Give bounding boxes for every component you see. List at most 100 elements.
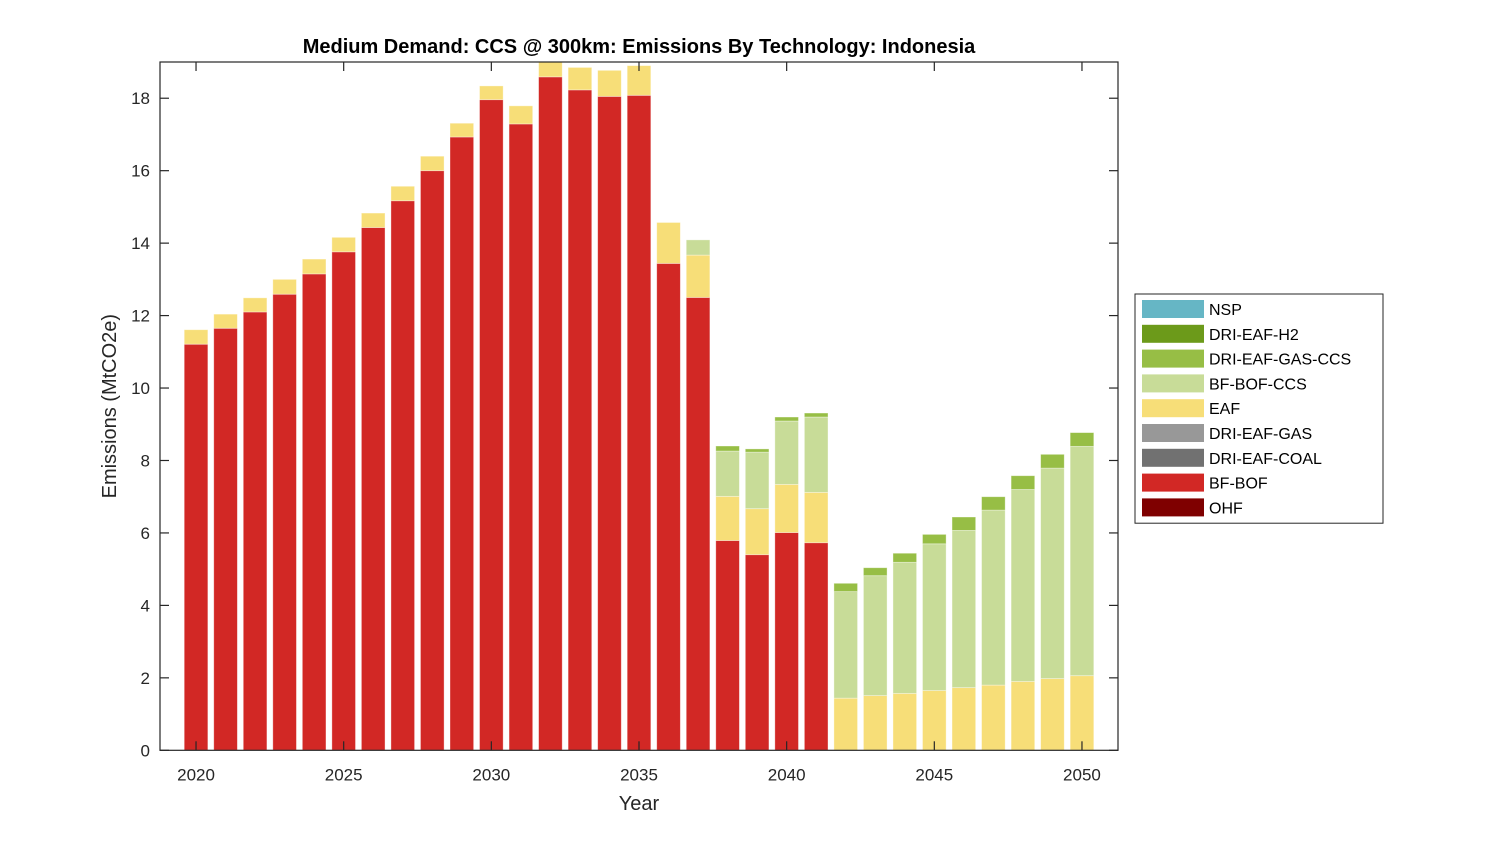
bar-eaf-2039: [744, 508, 770, 556]
bar-eaf-2027: [390, 185, 415, 202]
bar-bf-bof-2037: [685, 297, 711, 751]
bar-bf-bof-2035: [626, 94, 652, 751]
bar-bf-bof-2041: [803, 542, 829, 751]
legend-swatch-eaf: [1142, 399, 1204, 418]
y-tick-label: 10: [131, 379, 150, 398]
bar-eaf-2044: [892, 693, 917, 751]
legend-label-nsp: NSP: [1209, 302, 1242, 319]
bar-bf-bof-2024: [301, 273, 327, 751]
bar-eaf-2047: [981, 684, 1006, 751]
bar-bf-bof-2036: [656, 263, 681, 751]
legend-label-dri-eaf-coal: DRI-EAF-COAL: [1209, 451, 1322, 468]
chart-title: Medium Demand: CCS @ 300km: Emissions By…: [303, 36, 976, 58]
bar-bf-bof-2027: [390, 200, 415, 751]
bar-dri-eaf-gas-ccs-2038: [715, 445, 740, 452]
bar-dri-eaf-gas-ccs-2042: [833, 582, 858, 593]
bar-bf-bof-2029: [449, 136, 475, 751]
bar-bf-bof-ccs-2050: [1069, 445, 1095, 677]
x-tick-label: 2030: [472, 765, 510, 784]
legend-swatch-dri-eaf-coal: [1142, 448, 1204, 467]
bar-bf-bof-ccs-2039: [744, 451, 770, 510]
x-tick-label: 2020: [177, 765, 215, 784]
y-tick-label: 12: [131, 307, 150, 326]
x-axis-label: Year: [619, 793, 660, 815]
bar-bf-bof-ccs-2043: [863, 575, 888, 697]
bar-bf-bof-ccs-2037: [685, 239, 711, 256]
x-tick-label: 2035: [620, 765, 658, 784]
bar-bf-bof-2038: [715, 540, 740, 751]
bar-bf-bof-2030: [479, 99, 504, 751]
x-tick-label: 2045: [915, 765, 953, 784]
legend-swatch-ohf: [1142, 498, 1204, 517]
bar-eaf-2038: [715, 495, 740, 541]
bar-eaf-2046: [951, 687, 977, 751]
bar-dri-eaf-gas-ccs-2041: [803, 412, 829, 418]
bar-bf-bof-2023: [272, 293, 297, 751]
bar-eaf-2024: [301, 258, 327, 275]
bar-dri-eaf-gas-ccs-2039: [744, 448, 770, 453]
legend-swatch-nsp: [1142, 300, 1204, 318]
y-tick-label: 14: [131, 234, 150, 253]
bar-eaf-2023: [272, 278, 297, 295]
legend-label-dri-eaf-gas: DRI-EAF-GAS: [1209, 426, 1312, 443]
bar-bf-bof-2020: [183, 343, 209, 751]
y-tick-label: 6: [141, 524, 150, 543]
bar-dri-eaf-gas-ccs-2050: [1069, 432, 1095, 447]
x-tick-label: 2025: [325, 765, 363, 784]
bar-eaf-2033: [567, 67, 593, 91]
bar-bf-bof-2026: [360, 227, 386, 751]
y-tick-label: 4: [141, 596, 150, 615]
bar-dri-eaf-gas-ccs-2047: [981, 496, 1006, 511]
bar-bf-bof-2039: [744, 554, 770, 751]
y-tick-label: 18: [131, 89, 150, 108]
bar-eaf-2042: [833, 697, 858, 751]
bar-eaf-2028: [420, 155, 445, 172]
legend-label-ohf: OHF: [1209, 500, 1243, 517]
bar-bf-bof-ccs-2049: [1040, 467, 1065, 679]
bar-eaf-2020: [183, 329, 209, 345]
y-tick-label: 8: [141, 451, 150, 470]
legend-label-dri-eaf-h2: DRI-EAF-H2: [1209, 327, 1299, 344]
bar-dri-eaf-gas-ccs-2046: [951, 516, 977, 531]
bar-eaf-2041: [803, 491, 829, 544]
bar-eaf-2049: [1040, 678, 1065, 751]
bar-dri-eaf-gas-ccs-2044: [892, 552, 917, 563]
bar-dri-eaf-gas-ccs-2048: [1010, 475, 1036, 490]
x-tick-label: 2050: [1063, 765, 1101, 784]
bar-eaf-2050: [1069, 675, 1095, 751]
bar-bf-bof-2031: [508, 123, 534, 751]
bar-bf-bof-2033: [567, 89, 593, 751]
bar-bf-bof-2025: [331, 251, 356, 751]
legend-label-bf-bof: BF-BOF: [1209, 476, 1268, 493]
bar-bf-bof-ccs-2048: [1010, 489, 1036, 682]
bar-bf-bof-2032: [538, 76, 563, 751]
bar-bf-bof-ccs-2046: [951, 530, 977, 689]
y-tick-label: 16: [131, 162, 150, 181]
bar-eaf-2040: [774, 483, 799, 533]
bar-eaf-2036: [656, 222, 681, 264]
bar-eaf-2043: [863, 695, 888, 751]
legend-swatch-bf-bof-ccs: [1142, 374, 1204, 393]
legend: NSP DRI-EAF-H2 DRI-EAF-GAS-CCS BF-BOF-CCS EA…: [1134, 293, 1384, 524]
bar-eaf-2022: [242, 297, 268, 313]
bar-bf-bof-ccs-2041: [803, 416, 829, 493]
legend-swatch-dri-eaf-h2: [1142, 324, 1204, 343]
bar-dri-eaf-gas-ccs-2043: [863, 567, 888, 577]
bar-bf-bof-ccs-2042: [833, 591, 858, 699]
bar-bf-bof-2040: [774, 532, 799, 751]
bar-bf-bof-ccs-2038: [715, 450, 740, 497]
bar-bf-bof-ccs-2040: [774, 420, 799, 485]
legend-swatch-dri-eaf-gas-ccs: [1142, 349, 1204, 368]
bar-bf-bof-2022: [242, 311, 268, 751]
bar-bf-bof-ccs-2044: [892, 561, 917, 694]
legend-swatch-dri-eaf-gas: [1142, 424, 1204, 442]
bar-eaf-2021: [213, 313, 238, 329]
bar-bf-bof-ccs-2045: [922, 543, 947, 691]
bar-eaf-2026: [360, 212, 386, 228]
bar-eaf-2030: [479, 85, 504, 101]
bar-eaf-2029: [449, 122, 475, 138]
bar-eaf-2031: [508, 105, 534, 125]
bar-bf-bof-2034: [597, 96, 622, 751]
bars-layer: [183, 62, 1095, 751]
ticks-layer: 0 2 4 6 8 10 12 14 16 18 2020 2025 2030 2035 2040 2045 2…: [131, 62, 1118, 784]
